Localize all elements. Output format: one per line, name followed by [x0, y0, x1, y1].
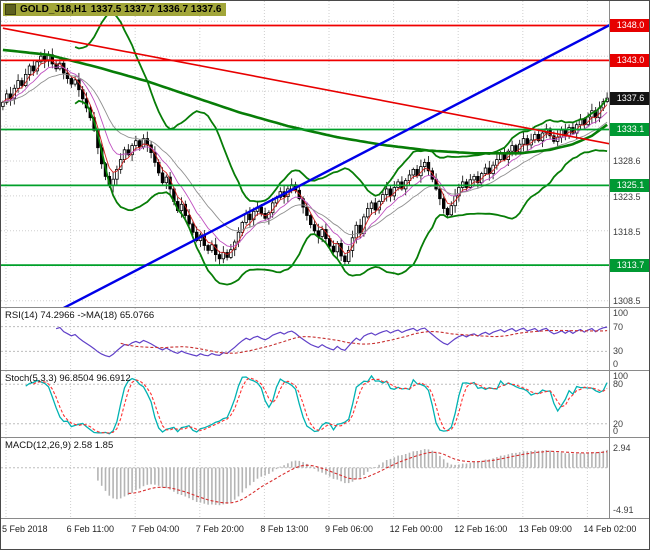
price-axis-separator	[609, 1, 610, 518]
price-axis-label: 1328.6	[613, 155, 641, 166]
rsi-ma-line	[120, 329, 608, 354]
time-axis[interactable]: 5 Feb 2018 6 Feb 11:00 7 Feb 04:00 7 Feb 20…	[1, 519, 649, 549]
bollinger-upper	[74, 11, 608, 203]
price-level-badge-resistance: 1343.0	[610, 53, 649, 67]
candles	[1, 48, 609, 266]
main-chart[interactable]	[1, 1, 609, 307]
symbol-period-label: GOLD_J18,H1	[20, 4, 87, 15]
price-level-badge-resistance: 1348.0	[610, 18, 649, 32]
macd-label: MACD(12,26,9) 2.58 1.85	[5, 440, 114, 451]
rsi-line	[55, 326, 608, 358]
ema-slow-line	[2, 73, 608, 236]
stochastic-scale-label: 0	[613, 426, 619, 436]
price-axis-label: 1308.5	[613, 296, 641, 307]
stochastic-scale-axis[interactable]: 100 80 20 0	[610, 371, 649, 437]
stochastic-label: Stoch(5,3,3) 96.8504 96.6912	[5, 373, 131, 384]
rsi-scale-label: 30	[613, 346, 624, 357]
chart-icon	[5, 4, 16, 15]
long-ma-line	[2, 48, 608, 155]
macd-panel[interactable]	[1, 438, 609, 518]
time-axis-label: 13 Feb 09:00	[518, 524, 572, 534]
panel-separator	[1, 307, 649, 308]
rsi-scale-label: 100	[613, 308, 629, 318]
price-level-badge-price: 1337.6	[610, 91, 649, 105]
price-level-badge-support: 1325.1	[610, 178, 649, 192]
trendline-ascending	[62, 24, 609, 307]
trendline-descending	[2, 27, 609, 145]
time-axis-label: 5 Feb 2018	[2, 524, 48, 534]
price-level-badge-support: 1333.1	[610, 123, 649, 137]
rsi-scale-axis[interactable]: 100 70 30 0	[610, 308, 649, 370]
macd-scale-label: -4.91	[613, 505, 634, 515]
price-level-badge-support: 1313.7	[610, 258, 649, 272]
rsi-scale-label: 0	[613, 359, 619, 369]
stochastic-scale-label: 20	[613, 418, 624, 429]
macd-signal-line	[128, 450, 608, 504]
ohlc-values: 1337.5 1337.7 1336.7 1337.6	[90, 4, 222, 15]
ema-mid-line	[2, 66, 608, 248]
time-axis-label: 14 Feb 02:00	[583, 524, 637, 534]
rsi-panel[interactable]	[1, 308, 609, 370]
time-axis-label: 12 Feb 16:00	[454, 524, 508, 534]
rsi-scale-label: 70	[613, 321, 624, 332]
time-axis-label: 9 Feb 06:00	[325, 524, 374, 534]
time-axis-label: 6 Feb 11:00	[66, 524, 114, 534]
time-axis-separator	[1, 518, 649, 519]
price-axis-label: 1323.5	[613, 191, 641, 202]
time-axis-label: 8 Feb 13:00	[260, 524, 309, 534]
panel-separator	[1, 437, 649, 438]
stochastic-main-line	[25, 374, 608, 435]
macd-scale-label: 2.94	[613, 443, 631, 453]
time-axis-label: 7 Feb 04:00	[131, 524, 180, 534]
panel-separator	[1, 370, 649, 371]
rsi-label: RSI(14) 74.2966 ->MA(18) 65.0766	[5, 310, 155, 321]
macd-histogram	[97, 449, 608, 506]
stochastic-scale-label: 80	[613, 379, 624, 390]
price-axis-label: 1318.5	[613, 226, 641, 237]
ema-fast-line	[2, 59, 608, 255]
price-axis[interactable]: 1328.6 1323.5 1318.5 1308.5 1348.0 1343.0 1337…	[610, 1, 649, 307]
macd-scale-axis[interactable]: 2.94 -4.91	[610, 438, 649, 518]
stochastic-signal-line	[33, 377, 608, 434]
stochastic-scale-label: 100	[613, 371, 629, 381]
time-axis-label: 7 Feb 20:00	[195, 524, 244, 534]
time-axis-label: 12 Feb 00:00	[389, 524, 443, 534]
stochastic-panel[interactable]	[1, 371, 609, 437]
chart-title: GOLD_J18,H1 1337.5 1337.7 1336.7 1337.6	[3, 3, 227, 16]
